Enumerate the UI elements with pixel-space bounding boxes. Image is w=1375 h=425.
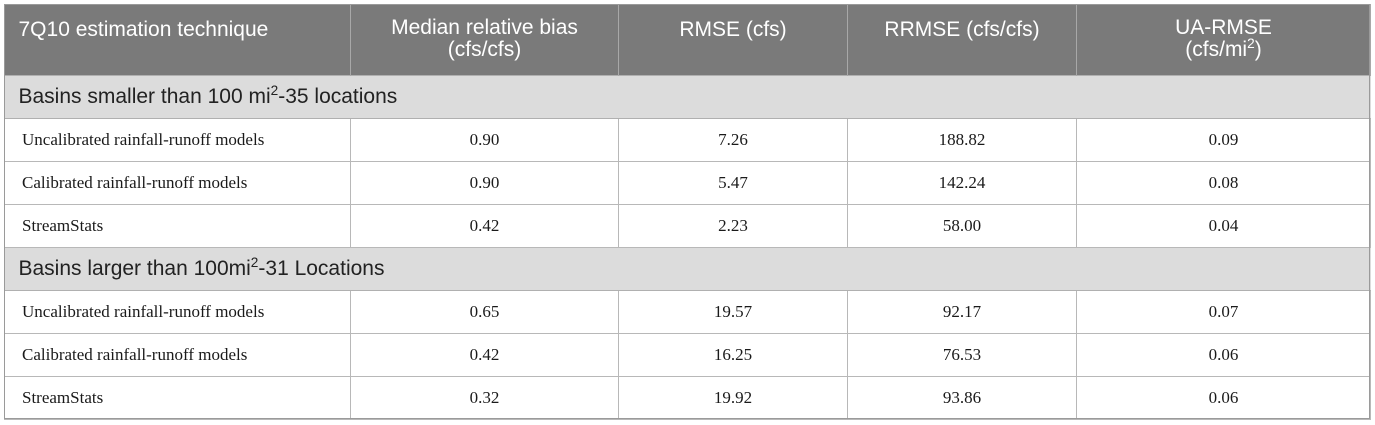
table-row: StreamStats 0.42 2.23 58.00 0.04 bbox=[4, 203, 1371, 248]
header-rrmse: RRMSE (cfs/cfs) bbox=[847, 4, 1077, 75]
cell-rrmse: 58.00 bbox=[847, 203, 1077, 248]
cell-rrmse: 142.24 bbox=[847, 160, 1077, 205]
cell-ua-rmse: 0.06 bbox=[1076, 332, 1371, 377]
section-title: Basins larger than 100mi2-31 Locations bbox=[4, 246, 1371, 291]
cell-rrmse: 188.82 bbox=[847, 117, 1077, 162]
header-row: 7Q10 estimation technique Median relativ… bbox=[4, 4, 1371, 75]
cell-technique: StreamStats bbox=[4, 203, 351, 248]
cell-median-relative-bias: 0.90 bbox=[350, 160, 619, 205]
cell-median-relative-bias: 0.32 bbox=[350, 375, 619, 420]
section-title: Basins smaller than 100 mi2-35 locations bbox=[4, 74, 1371, 119]
cell-ua-rmse: 0.07 bbox=[1076, 289, 1371, 334]
cell-median-relative-bias: 0.42 bbox=[350, 332, 619, 377]
cell-rmse: 5.47 bbox=[618, 160, 848, 205]
cell-technique: Calibrated rainfall-runoff models bbox=[4, 160, 351, 205]
cell-median-relative-bias: 0.65 bbox=[350, 289, 619, 334]
cell-technique: Uncalibrated rainfall-runoff models bbox=[4, 289, 351, 334]
table-row: Uncalibrated rainfall-runoff models 0.90… bbox=[4, 117, 1371, 162]
header-ua-rmse: UA-RMSE (cfs/mi2) bbox=[1076, 4, 1371, 75]
cell-ua-rmse: 0.06 bbox=[1076, 375, 1371, 420]
table-row: Uncalibrated rainfall-runoff models 0.65… bbox=[4, 289, 1371, 334]
table-row: Calibrated rainfall-runoff models 0.42 1… bbox=[4, 332, 1371, 377]
table-row: Calibrated rainfall-runoff models 0.90 5… bbox=[4, 160, 1371, 205]
cell-ua-rmse: 0.04 bbox=[1076, 203, 1371, 248]
cell-technique: Uncalibrated rainfall-runoff models bbox=[4, 117, 351, 162]
cell-rmse: 7.26 bbox=[618, 117, 848, 162]
cell-technique: Calibrated rainfall-runoff models bbox=[4, 332, 351, 377]
header-median-relative-bias: Median relative bias (cfs/cfs) bbox=[350, 4, 619, 75]
header-rmse: RMSE (cfs) bbox=[618, 4, 848, 75]
cell-median-relative-bias: 0.42 bbox=[350, 203, 619, 248]
cell-rmse: 16.25 bbox=[618, 332, 848, 377]
cell-median-relative-bias: 0.90 bbox=[350, 117, 619, 162]
cell-ua-rmse: 0.09 bbox=[1076, 117, 1371, 162]
cell-technique: StreamStats bbox=[4, 375, 351, 420]
table-row: StreamStats 0.32 19.92 93.86 0.06 bbox=[4, 375, 1371, 420]
cell-rmse: 19.57 bbox=[618, 289, 848, 334]
cell-rmse: 2.23 bbox=[618, 203, 848, 248]
cell-rmse: 19.92 bbox=[618, 375, 848, 420]
results-table: 7Q10 estimation technique Median relativ… bbox=[4, 4, 1371, 420]
section-row-small-basins: Basins smaller than 100 mi2-35 locations bbox=[4, 74, 1371, 119]
cell-rrmse: 76.53 bbox=[847, 332, 1077, 377]
section-row-large-basins: Basins larger than 100mi2-31 Locations bbox=[4, 246, 1371, 291]
cell-ua-rmse: 0.08 bbox=[1076, 160, 1371, 205]
table-header: 7Q10 estimation technique Median relativ… bbox=[4, 4, 1371, 75]
cell-rrmse: 92.17 bbox=[847, 289, 1077, 334]
header-technique: 7Q10 estimation technique bbox=[4, 4, 351, 75]
cell-rrmse: 93.86 bbox=[847, 375, 1077, 420]
